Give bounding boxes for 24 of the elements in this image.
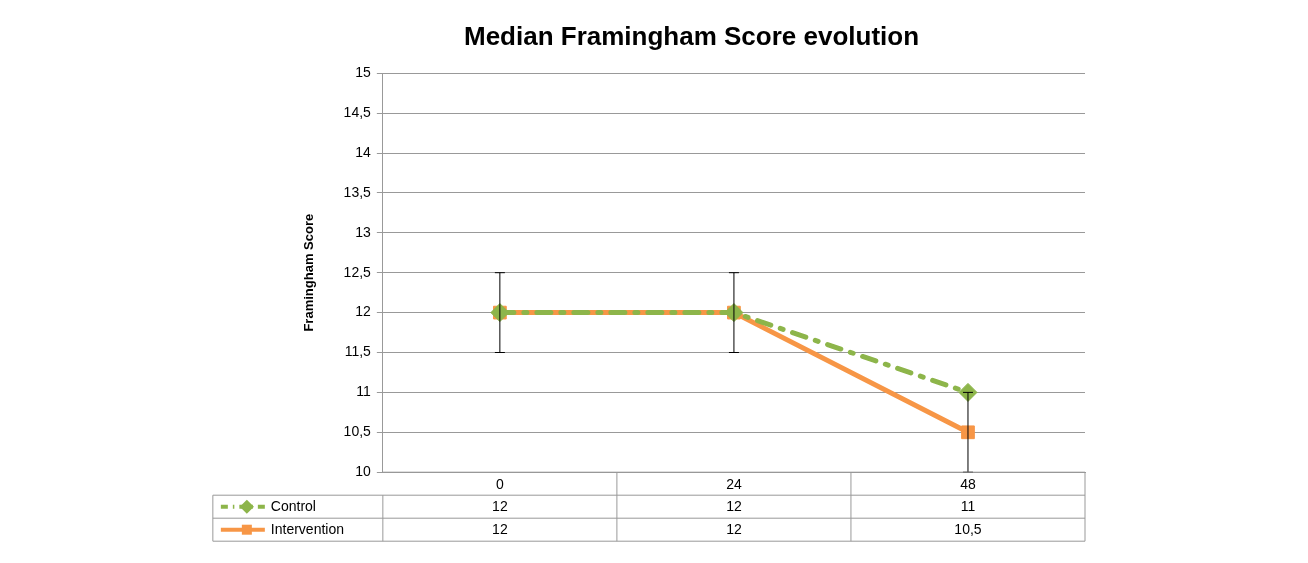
chart-title: Median Framingham Score evolution: [463, 20, 920, 51]
data-label: 10,5: [954, 520, 982, 537]
y-tick-label: 14,5: [343, 103, 372, 120]
y-tick-label: 15: [355, 64, 372, 81]
x-tick-label: 24: [726, 476, 742, 493]
y-tick-label: 12,5: [343, 263, 372, 280]
data-label: 11: [960, 497, 976, 514]
y-tick-label: 12: [355, 303, 372, 320]
legend-label: Intervention: [270, 520, 345, 537]
data-label: 12: [492, 520, 508, 537]
data-label: 12: [492, 497, 508, 514]
y-tick-label: 11: [356, 383, 372, 400]
y-tick-label: 10: [355, 463, 372, 480]
data-label: 12: [726, 497, 742, 514]
y-tick-label: 10,5: [343, 423, 372, 440]
y-tick-label: 13,5: [343, 183, 372, 200]
y-axis-title: Framingham Score: [301, 213, 317, 332]
legend-label: Control: [270, 497, 316, 514]
y-tick-label: 13: [355, 223, 372, 240]
x-tick-label: 48: [960, 476, 976, 493]
x-tick-label: 0: [495, 476, 504, 493]
data-label: 12: [726, 520, 742, 537]
y-tick-label: 11,5: [344, 343, 372, 360]
y-tick-label: 14: [355, 143, 372, 160]
